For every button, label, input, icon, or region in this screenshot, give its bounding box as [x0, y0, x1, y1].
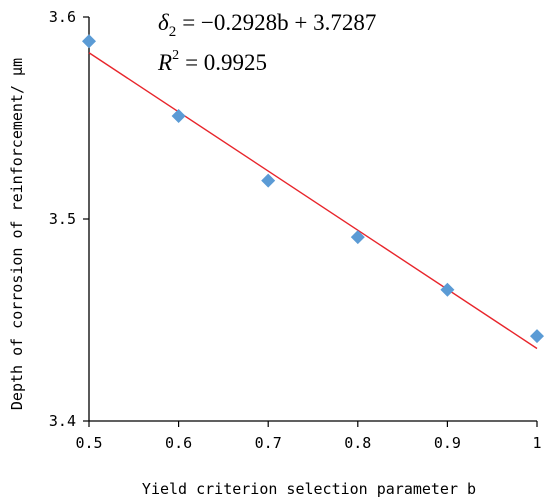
data-point-marker — [82, 34, 96, 49]
x-tick-label: 0.9 — [434, 434, 461, 452]
data-points — [82, 34, 544, 344]
y-tick-label: 3.6 — [49, 8, 76, 26]
data-point-marker — [530, 329, 544, 344]
data-point-marker — [261, 173, 276, 188]
trendline — [88, 52, 538, 350]
regression-equation: δ2 = −0.2928b + 3.7287 — [158, 10, 376, 40]
r-squared-annotation: R2 = 0.9925 — [157, 48, 267, 75]
x-axis-title: Yield criterion selection parameter b — [142, 480, 476, 498]
trendline-group — [88, 52, 538, 350]
y-tick-label: 3.4 — [49, 412, 76, 430]
data-point-marker — [171, 108, 186, 123]
data-point-marker — [350, 230, 365, 245]
y-axis-title: Depth of corrosion of reinforcement/ μm — [8, 58, 26, 410]
x-tick-label: 0.5 — [75, 434, 102, 452]
data-point-marker — [440, 282, 455, 297]
x-tick-label: 0.6 — [165, 434, 192, 452]
x-tick-label: 1 — [532, 434, 541, 452]
x-tick-label: 0.8 — [344, 434, 371, 452]
tick-labels: 3.4 3.5 3.6 0.5 0.6 0.7 0.8 0.9 1 — [49, 8, 542, 452]
y-tick-label: 3.5 — [49, 210, 76, 228]
x-tick-label: 0.7 — [255, 434, 282, 452]
axes — [83, 16, 538, 427]
